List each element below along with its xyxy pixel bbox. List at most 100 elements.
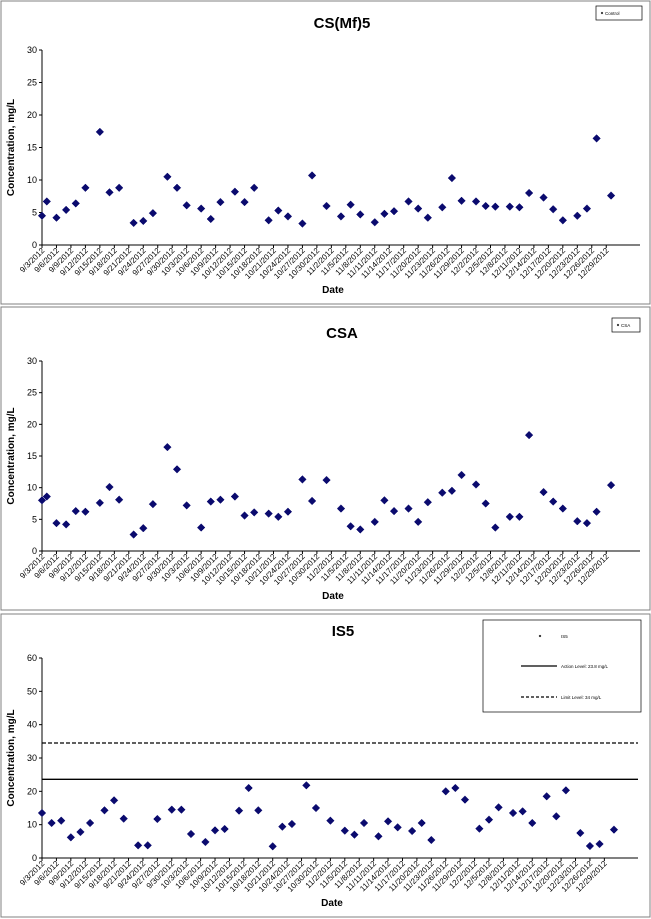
data-point	[148, 208, 158, 218]
data-point	[592, 134, 601, 143]
data-point	[220, 824, 229, 834]
y-tick-label: 60	[27, 653, 37, 663]
data-point	[457, 470, 466, 480]
data-point	[163, 442, 172, 452]
data-point	[66, 833, 75, 842]
data-point	[414, 517, 423, 527]
legend-label: Control	[605, 11, 620, 16]
data-point	[340, 826, 349, 835]
y-tick-label: 40	[27, 720, 37, 730]
data-point	[244, 783, 253, 793]
data-point	[210, 826, 220, 835]
data-point	[143, 841, 152, 850]
data-point	[119, 814, 128, 823]
data-point	[370, 218, 379, 227]
data-point	[240, 511, 249, 520]
data-point	[182, 501, 191, 510]
data-point	[57, 816, 66, 825]
y-tick-label: 0	[32, 240, 37, 250]
data-point	[37, 211, 47, 220]
data-point	[302, 781, 311, 790]
data-point	[311, 803, 321, 813]
data-point	[356, 210, 365, 219]
data-point	[95, 127, 105, 137]
data-point	[438, 203, 447, 212]
chart-title: IS5	[332, 623, 355, 640]
data-point	[81, 507, 90, 516]
data-point	[404, 197, 413, 206]
data-point	[216, 197, 225, 207]
data-point	[542, 792, 551, 801]
chart-title: CSA	[326, 325, 358, 342]
data-point	[307, 496, 317, 506]
data-point	[346, 200, 355, 209]
data-point	[585, 841, 595, 851]
data-point	[524, 430, 534, 440]
y-tick-label: 25	[27, 388, 37, 398]
x-axis-label: Date	[322, 285, 344, 296]
legend-marker	[538, 634, 542, 638]
data-point	[404, 504, 413, 513]
data-point	[606, 191, 616, 200]
data-point	[52, 213, 61, 222]
y-tick-label: 15	[27, 451, 37, 461]
data-point	[230, 187, 240, 196]
data-point	[196, 204, 206, 213]
legend-label: Limit Level: 34 mg/L	[561, 695, 602, 700]
data-point	[274, 512, 283, 521]
y-tick-label: 10	[27, 483, 37, 493]
legend-marker	[600, 11, 604, 15]
data-point	[336, 212, 346, 221]
data-point	[148, 499, 158, 509]
data-point	[105, 188, 114, 197]
data-point	[606, 480, 616, 490]
x-axis-label: Date	[322, 591, 344, 602]
data-point	[42, 492, 51, 501]
data-point	[427, 835, 436, 845]
data-point	[491, 202, 500, 211]
y-tick-label: 30	[27, 356, 37, 366]
data-point	[582, 204, 592, 213]
y-tick-label: 5	[32, 514, 37, 524]
data-point	[298, 475, 307, 484]
data-point	[374, 832, 383, 841]
data-point	[71, 199, 80, 208]
chart-panel	[0, 0, 651, 305]
chart-title: CS(Mf)5	[314, 15, 371, 32]
y-tick-label: 0	[32, 546, 37, 556]
data-point	[383, 817, 393, 826]
data-point	[61, 520, 71, 529]
data-point	[250, 508, 259, 517]
data-point	[539, 193, 548, 202]
data-point	[380, 496, 389, 505]
data-point	[582, 518, 592, 528]
y-tick-label: 10	[27, 820, 37, 830]
data-point	[539, 487, 548, 497]
data-point	[47, 818, 56, 828]
data-point	[407, 826, 417, 836]
data-point	[42, 197, 51, 206]
data-point	[115, 183, 124, 192]
data-point	[172, 465, 182, 474]
data-point	[423, 213, 432, 222]
data-point	[240, 197, 249, 207]
y-tick-label: 0	[32, 853, 37, 863]
legend: Control	[595, 5, 643, 21]
data-point	[481, 201, 490, 211]
legend-marker	[616, 323, 620, 327]
legend: CSA	[611, 317, 641, 333]
data-point	[573, 517, 582, 526]
data-point	[393, 823, 402, 832]
legend: IS5 Action Level: 23.8 mg/L Limit Level: 3…	[482, 619, 642, 713]
data-point	[139, 216, 148, 226]
data-point	[573, 211, 582, 220]
data-point	[346, 522, 355, 531]
data-point	[129, 530, 138, 539]
legend-label: Action Level: 23.8 mg/L	[561, 664, 609, 669]
data-point	[230, 492, 240, 501]
data-point	[163, 172, 172, 181]
data-point	[595, 839, 604, 849]
data-point	[359, 818, 369, 828]
